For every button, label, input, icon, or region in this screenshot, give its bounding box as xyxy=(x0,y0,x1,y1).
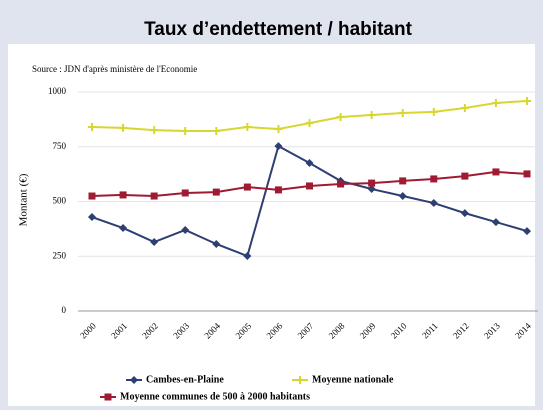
line-marker xyxy=(336,112,345,121)
line-marker xyxy=(119,223,128,232)
line-marker xyxy=(88,123,96,132)
line-marker xyxy=(104,393,112,401)
y-tick-label: 500 xyxy=(53,196,67,206)
line-marker xyxy=(130,376,138,384)
line-marker xyxy=(305,119,314,128)
line-marker xyxy=(243,183,251,191)
line-marker xyxy=(274,142,283,151)
line-marker xyxy=(306,182,313,190)
line-marker xyxy=(367,110,376,119)
line-marker xyxy=(150,126,159,135)
y-tick-label: 1000 xyxy=(48,86,67,96)
line-marker xyxy=(461,172,469,180)
line-marker xyxy=(119,191,127,199)
line-marker xyxy=(399,177,407,185)
chart-background xyxy=(8,44,535,406)
line-marker xyxy=(492,168,500,176)
legend-label: Moyenne nationale xyxy=(312,374,394,385)
line-marker xyxy=(243,123,252,132)
line-marker xyxy=(429,199,438,208)
line-marker xyxy=(274,186,282,194)
y-tick-label: 250 xyxy=(53,250,67,260)
line-marker xyxy=(274,125,283,134)
line-marker xyxy=(367,185,376,194)
line-marker xyxy=(150,238,159,247)
line-marker xyxy=(523,96,531,105)
y-tick-label: 0 xyxy=(62,305,67,315)
line-marker xyxy=(212,239,221,248)
line-marker xyxy=(460,209,469,218)
line-marker xyxy=(491,218,500,227)
line-marker xyxy=(296,376,304,384)
line-marker xyxy=(398,109,407,118)
chart-subtitle: Source : JDN d'après ministère de l'Econ… xyxy=(32,64,197,74)
line-marker xyxy=(181,225,190,234)
line-marker xyxy=(460,103,469,112)
line-marker xyxy=(337,180,345,188)
line-marker xyxy=(212,188,220,196)
line-marker xyxy=(368,179,376,187)
line-marker xyxy=(119,123,128,132)
y-tick-label: 750 xyxy=(53,141,67,151)
line-marker xyxy=(243,252,252,261)
line-marker xyxy=(491,98,500,107)
line-marker xyxy=(305,158,314,167)
line-marker xyxy=(430,175,438,183)
line-marker xyxy=(88,213,96,222)
legend-label: Cambes-en-Plaine xyxy=(146,374,224,385)
line-marker xyxy=(429,107,438,116)
line-marker xyxy=(398,192,407,201)
line-marker xyxy=(88,192,96,200)
line-marker xyxy=(523,227,531,236)
y-axis-label: Montant (€) xyxy=(18,173,30,226)
line-marker xyxy=(212,126,221,135)
chart-title: Taux d’endettement / habitant xyxy=(144,19,412,40)
legend-label: Moyenne communes de 500 à 2000 habitants xyxy=(120,391,310,402)
line-marker xyxy=(150,192,158,200)
line-marker xyxy=(181,126,190,135)
line-marker xyxy=(523,170,531,178)
line-marker xyxy=(181,189,189,197)
